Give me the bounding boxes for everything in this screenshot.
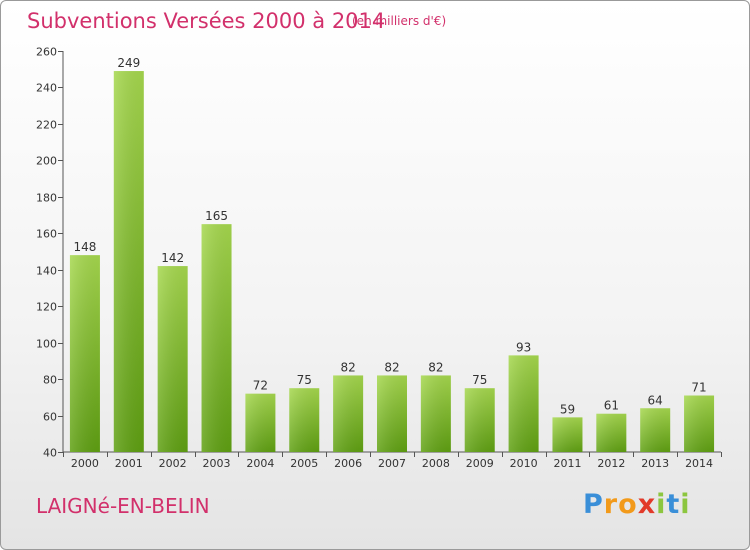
chart-unit-note: (en milliers d'€) — [352, 14, 447, 28]
logo-letter: r — [603, 489, 619, 520]
y-tick-label: 100 — [36, 338, 57, 351]
y-tick-label: 220 — [36, 119, 57, 132]
value-label-2000: 148 — [73, 240, 96, 254]
logo-letter: P — [583, 489, 604, 520]
commune-name: LAIGNé-EN-BELIN — [36, 494, 210, 518]
value-label-2005: 75 — [297, 373, 312, 387]
bar-shine — [113, 71, 144, 453]
x-tick-label-2008: 2008 — [422, 457, 450, 470]
x-tick-label-2005: 2005 — [290, 457, 318, 470]
bar-shine — [333, 375, 364, 452]
x-tick-label-2001: 2001 — [115, 457, 143, 470]
value-label-2012: 61 — [604, 399, 619, 413]
x-tick-label-2007: 2007 — [378, 457, 406, 470]
x-tick-label-2014: 2014 — [685, 457, 713, 470]
bar-shine — [69, 255, 100, 452]
x-tick-label-2002: 2002 — [159, 457, 187, 470]
bar-shine — [508, 355, 539, 452]
y-tick-label: 80 — [43, 374, 57, 387]
y-tick-label: 40 — [43, 447, 57, 460]
chart-title: Subventions Versées 2000 à 2014 — [27, 9, 386, 33]
logo-letter: x — [637, 489, 657, 520]
bar-shine — [684, 395, 715, 452]
x-tick-label-2004: 2004 — [246, 457, 274, 470]
bar-shine — [157, 266, 188, 452]
y-tick-label: 200 — [36, 155, 57, 168]
y-tick-label: 60 — [43, 411, 57, 424]
y-tick-label: 180 — [36, 192, 57, 205]
bar-shine — [420, 375, 451, 452]
logo-letter: i — [680, 489, 691, 520]
logo-letter: t — [666, 489, 681, 520]
value-label-2010: 93 — [516, 340, 531, 354]
bar-shine — [596, 413, 627, 452]
bar-shine — [201, 224, 232, 452]
value-label-2014: 71 — [691, 380, 706, 394]
bar-shine — [464, 388, 495, 452]
x-tick-label-2010: 2010 — [510, 457, 538, 470]
y-tick-label: 160 — [36, 228, 57, 241]
x-tick-label-2012: 2012 — [597, 457, 625, 470]
x-tick-label-2013: 2013 — [641, 457, 669, 470]
value-label-2011: 59 — [560, 402, 575, 416]
chart-bars — [69, 71, 715, 453]
value-label-2001: 249 — [117, 56, 140, 70]
logo-letter: i — [656, 489, 667, 520]
value-label-2003: 165 — [205, 209, 228, 223]
bar-shine — [377, 375, 407, 452]
y-tick-label: 260 — [36, 46, 57, 59]
x-tick-label-2003: 2003 — [203, 457, 231, 470]
y-tick-label: 140 — [36, 265, 57, 278]
value-label-2007: 82 — [384, 360, 399, 374]
x-tick-label-2006: 2006 — [334, 457, 362, 470]
chart-axes: 40 60 80 100 120 140 160 180 200 220 240 260 — [36, 46, 722, 460]
value-label-2013: 64 — [648, 393, 663, 407]
x-tick-label-2000: 2000 — [71, 457, 99, 470]
y-tick-label: 120 — [36, 301, 57, 314]
value-label-2004: 72 — [253, 379, 268, 393]
value-label-2002: 142 — [161, 251, 184, 265]
proxiti-logo: Proxiti — [583, 489, 691, 520]
logo-letter: o — [618, 489, 638, 520]
value-label-2009: 75 — [472, 373, 487, 387]
bar-shine — [245, 393, 276, 452]
bar-shine — [552, 417, 583, 452]
y-tick-label: 240 — [36, 82, 57, 95]
value-label-2008: 82 — [428, 360, 443, 374]
chart-labels: 148 2000 249 2001 142 2002 165 2003 72 2004 75 2005… — [71, 56, 713, 470]
bar-shine — [640, 408, 671, 452]
value-label-2006: 82 — [340, 360, 355, 374]
bar-shine — [289, 388, 320, 452]
x-tick-label-2009: 2009 — [466, 457, 494, 470]
x-tick-label-2011: 2011 — [553, 457, 581, 470]
